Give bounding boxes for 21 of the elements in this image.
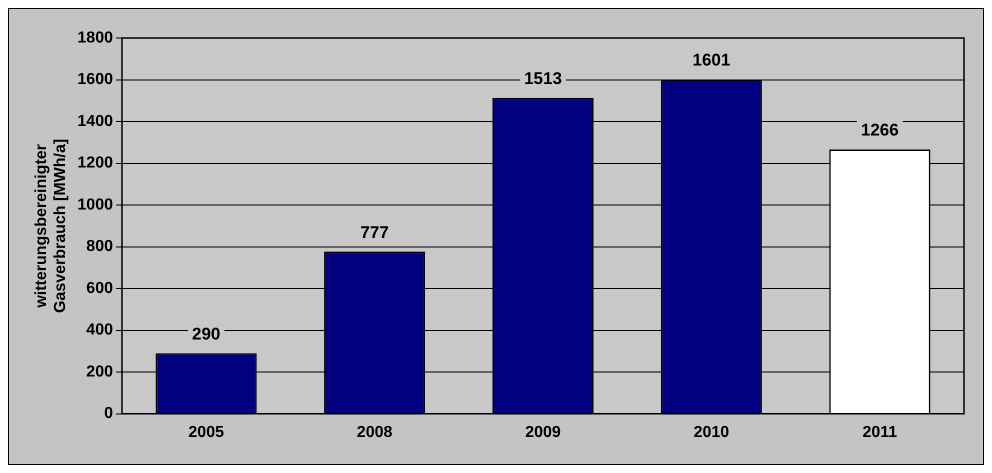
data-label: 777 [360,222,389,242]
y-tick-label: 1600 [77,71,114,88]
x-tick-label: 2011 [862,424,898,441]
x-tick-label: 2008 [356,424,392,441]
data-label: 1601 [692,50,730,70]
data-label: 1266 [860,120,899,140]
x-tick-label: 2010 [694,424,730,441]
data-label: 290 [192,324,220,344]
y-tick-label: 800 [86,238,114,256]
y-axis-title: witterungsbereinigter Gasverbrauch [MWh/a] [33,138,70,314]
y-tick-label: 400 [86,322,114,339]
y-tick-label: 1000 [77,196,114,214]
y-tick-label: 1200 [77,154,114,172]
x-tick-label: 2005 [188,424,224,441]
y-tick-label: 600 [86,280,114,297]
y-tick-label: 200 [86,363,114,380]
y-tick-label: 1800 [77,29,114,46]
y-tick-label: 0 [104,405,114,422]
data-label: 1513 [524,69,562,88]
y-tick-label: 1400 [77,112,114,130]
x-tick-label: 2009 [525,424,561,441]
